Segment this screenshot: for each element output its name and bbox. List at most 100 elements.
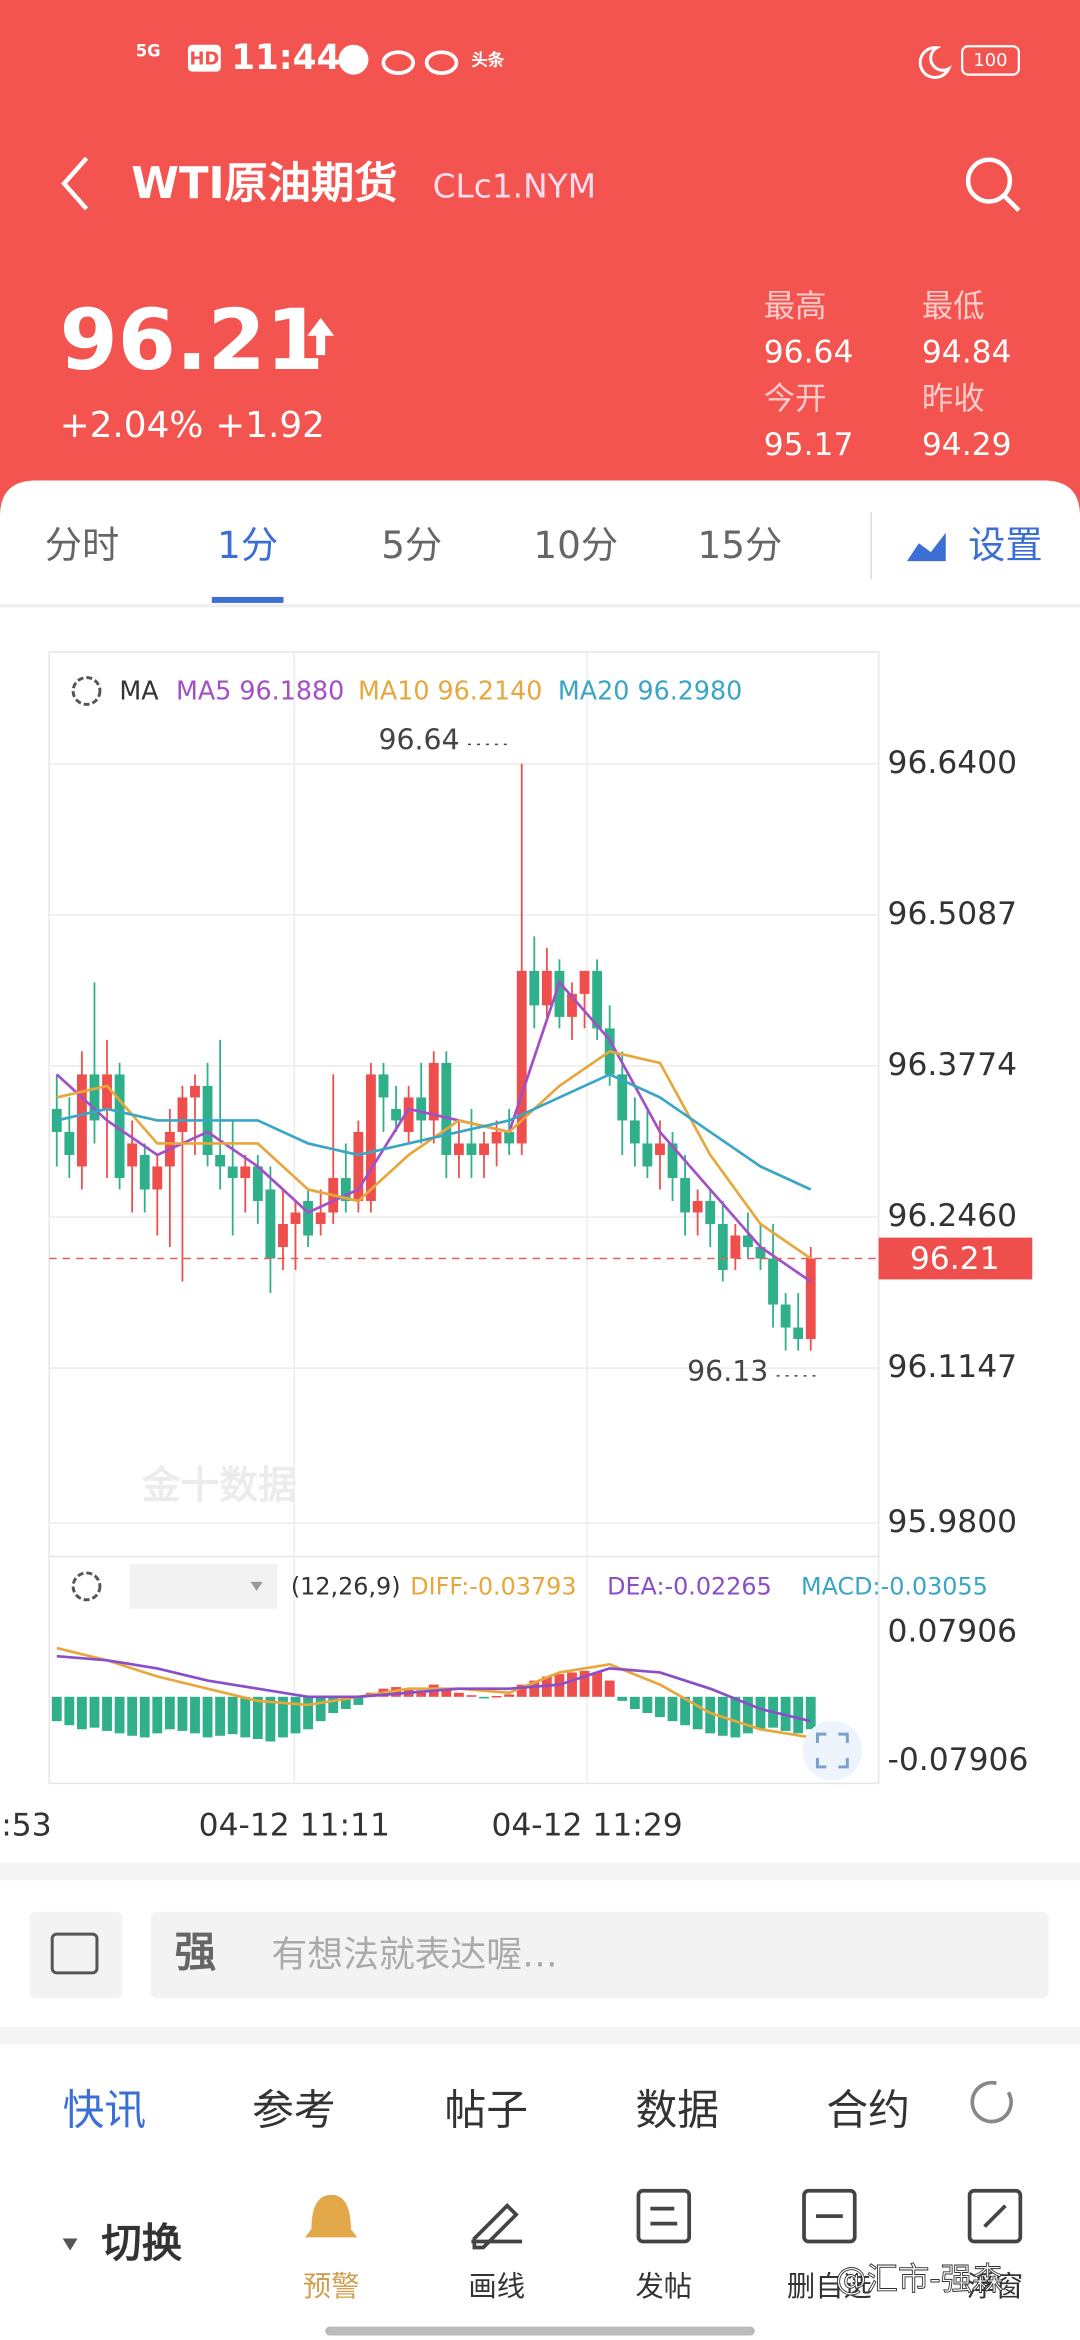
settings-icon[interactable] [906,532,946,562]
battery-level: 100 [973,50,1007,71]
header-bg [0,0,1080,538]
macd-bar [466,1695,477,1697]
tab[interactable]: 分时 [45,523,120,567]
macd-bar [76,1696,87,1730]
candle-body [667,1143,678,1178]
tool-label[interactable]: 浮窗 [967,2270,1024,2303]
candle-body [479,1143,489,1155]
badge: 强 [175,1927,217,1976]
candle-body [64,1131,75,1155]
macd-bar [705,1696,716,1734]
bottom-tab[interactable]: 帖子 [445,2086,529,2135]
legend: DEA:-0.02265 [607,1572,772,1600]
change: +2.04% +1.92 [60,405,325,446]
candle-body [89,1074,100,1121]
extreme-label: 96.64 [379,723,460,756]
macd-bar [617,1696,628,1701]
macd-bar [164,1696,175,1730]
gear[interactable] [71,1571,102,1602]
back[interactable] [61,156,89,211]
candle-body [252,1166,263,1201]
switch[interactable]: 切换 [101,2221,182,2267]
macd-bar [453,1692,464,1697]
bottom-tab[interactable]: 快讯 [63,2086,147,2135]
macd-select[interactable] [129,1563,278,1609]
stat-label: 最低 [922,288,985,324]
legend: MA20 96.2980 [558,675,742,705]
macd-params: (12,26,9) [291,1572,401,1600]
line [56,1646,811,1739]
macd-bar [227,1696,238,1735]
candle-body [717,1223,728,1271]
refresh[interactable] [970,2080,1013,2124]
macd-bar [328,1696,339,1714]
time: 11:44 [231,38,340,78]
tab[interactable]: 5分 [381,523,442,567]
search[interactable] [965,157,1013,204]
tab[interactable]: 1分 [217,523,278,567]
macd-bar [642,1696,653,1714]
candle-body [755,1247,766,1259]
gear[interactable] [71,676,102,706]
stat-label: 最高 [764,288,827,324]
candle-body [290,1212,301,1224]
candle-body [453,1143,464,1155]
network: 5G [136,42,161,61]
tab[interactable]: 10分 [533,523,618,567]
note-button[interactable] [29,1911,123,1999]
candle-body [76,1074,87,1167]
icon [424,50,459,75]
candle-body [51,1108,62,1132]
candle-body [692,1200,703,1213]
macd-bar [416,1690,427,1697]
candle-body [541,970,552,1006]
candle-body [139,1154,150,1190]
candle-body [567,993,577,1017]
candle-body [793,1327,804,1340]
candle-body [680,1177,691,1213]
macd-bar [127,1696,138,1736]
last-price-box [878,1237,1033,1280]
candle-body [617,1074,628,1121]
settings[interactable]: 设置 [968,523,1043,567]
candle-body [265,1189,276,1259]
candle-body [366,1074,376,1201]
bottom-tab[interactable]: 数据 [635,2086,719,2135]
macd-bar [102,1696,112,1731]
macd-bar [504,1694,515,1697]
candle-body [743,1235,753,1248]
up-arrow [307,317,335,356]
candle-body [504,1131,515,1144]
y-tick-label: 96.5087 [888,896,1018,932]
macd-bar [655,1696,665,1718]
macd-bar [290,1696,301,1734]
candle-body [780,1304,791,1328]
tool-label[interactable]: 删自选 [787,2270,872,2303]
price: 96.21 [60,291,324,389]
candle-body [730,1235,741,1259]
macd-tick-label: 0.07906 [888,1614,1018,1650]
tool-label[interactable]: 预警 [303,2270,360,2303]
macd-bar [743,1696,753,1734]
macd-bar [177,1696,188,1731]
moon [918,46,952,79]
tab[interactable]: 15分 [698,523,783,567]
macd-bar [202,1696,213,1738]
candle-body [629,1120,640,1144]
macd-bar [315,1696,326,1722]
bottom-tab[interactable]: 合约 [826,2086,910,2135]
macd-bar [491,1695,502,1698]
macd-bar [667,1696,678,1722]
tool-label[interactable]: 发帖 [635,2270,692,2303]
fullscreen[interactable] [802,1720,863,1781]
stat-value: 94.29 [922,427,1012,463]
candle-body [315,1212,326,1224]
tool-label[interactable]: 画线 [468,2270,525,2303]
candle-body [303,1200,314,1236]
watermark: @汇市-强森 [835,2261,1003,2297]
candle-body [215,1154,226,1167]
comment-input[interactable] [150,1911,1049,1999]
candle-body [127,1143,138,1167]
bottom-tab[interactable]: 参考 [252,2086,336,2135]
